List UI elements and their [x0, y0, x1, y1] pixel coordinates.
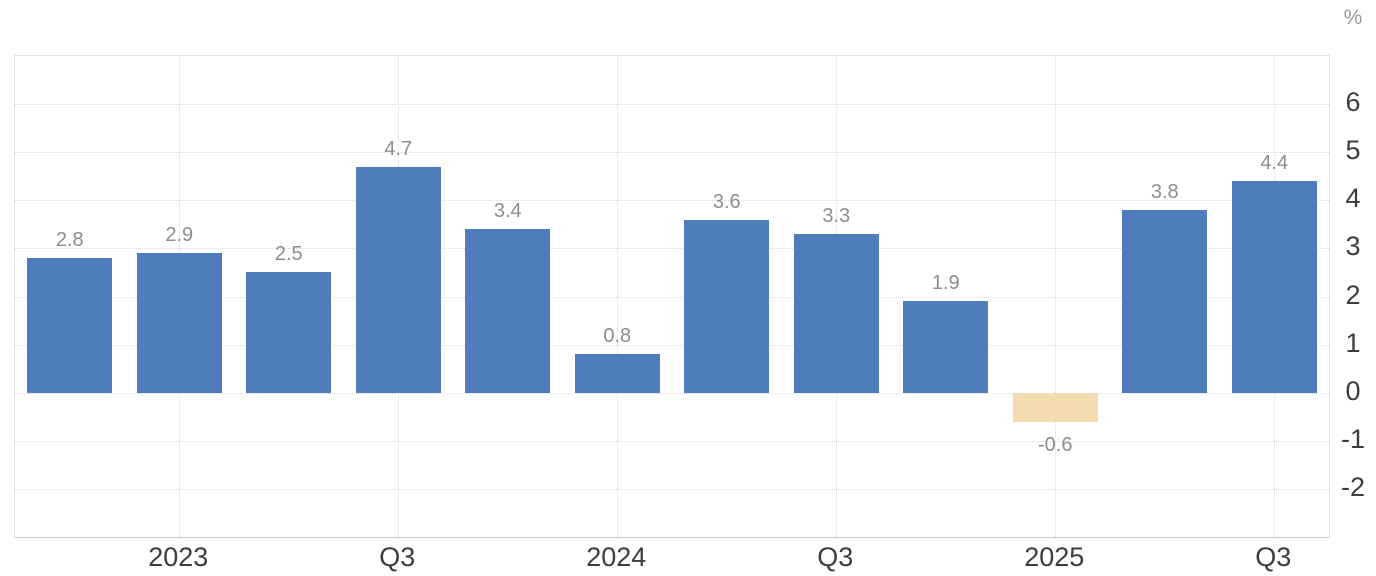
- bar-value-label: 4.4: [1260, 152, 1289, 175]
- bar[interactable]: [574, 354, 660, 393]
- x-axis: 2023 Q3 2024 Q3 2025 Q3: [0, 542, 1376, 576]
- y-axis-tick-label: 4: [1345, 183, 1361, 214]
- bar-value-label: 0.8: [603, 325, 632, 348]
- bar-value-label: -0.6: [1038, 433, 1073, 456]
- x-axis-tick-label: 2024: [586, 542, 647, 572]
- bar[interactable]: [27, 258, 113, 393]
- y-axis-tick-label: 3: [1345, 231, 1361, 262]
- bar[interactable]: [355, 166, 441, 393]
- bar-value-label: 2.9: [165, 224, 194, 247]
- y-axis-unit-label: %: [1343, 6, 1363, 29]
- grid-line-horizontal: [15, 344, 1329, 346]
- bar[interactable]: [246, 272, 332, 393]
- x-axis-tick-label: 2023: [148, 542, 209, 572]
- grid-line-horizontal: [15, 200, 1329, 202]
- grid-line-horizontal: [15, 392, 1329, 394]
- grid-line-vertical: [1055, 56, 1057, 537]
- y-axis-tick-label: 0: [1345, 375, 1361, 406]
- x-axis-tick-label: 2025: [1024, 542, 1085, 572]
- plot-area: 2.8 2.9 2.5 4.7 3.4 0.8 3.6 3.3 1.9 -0.6 3.8 4.4: [14, 55, 1330, 538]
- grid-line-horizontal: [15, 152, 1329, 154]
- y-axis-tick-label: -2: [1340, 471, 1365, 502]
- bar-value-label: 3.8: [1150, 180, 1179, 203]
- bar-value-label: 2.5: [274, 243, 303, 266]
- x-axis-tick-label: Q3: [1255, 542, 1292, 572]
- bar[interactable]: [1122, 209, 1208, 393]
- bar[interactable]: [1231, 181, 1317, 393]
- bar-value-label: 3.4: [493, 200, 522, 223]
- bar[interactable]: [903, 301, 989, 393]
- bar-value-label: 4.7: [384, 137, 413, 160]
- y-axis-tick-label: 2: [1345, 279, 1361, 310]
- x-axis-tick-label: Q3: [817, 542, 854, 572]
- bar-value-label: 1.9: [931, 272, 960, 295]
- y-axis-tick-label: 5: [1345, 135, 1361, 166]
- bar[interactable]: [465, 229, 551, 393]
- grid-line-horizontal: [15, 440, 1329, 442]
- bar-value-label: 3.3: [822, 204, 851, 227]
- bar[interactable]: [684, 219, 770, 393]
- bar-value-label: 3.6: [712, 190, 741, 213]
- y-axis-tick-label: 6: [1345, 87, 1361, 118]
- bar[interactable]: [136, 253, 222, 393]
- x-axis-tick-label: Q3: [379, 542, 416, 572]
- bar-value-label: 2.8: [55, 229, 84, 252]
- y-axis: 6 5 4 3 2 1 0 -1 -2: [1330, 0, 1376, 576]
- y-axis-tick-label: -1: [1340, 423, 1365, 454]
- grid-line-horizontal: [15, 488, 1329, 490]
- grid-line-vertical: [617, 56, 619, 537]
- grid-line-horizontal: [15, 104, 1329, 106]
- grid-line-horizontal: [15, 296, 1329, 298]
- grid-line-horizontal: [15, 248, 1329, 250]
- bar[interactable]: [1012, 392, 1098, 422]
- bar[interactable]: [793, 233, 879, 393]
- y-axis-tick-label: 1: [1345, 327, 1361, 358]
